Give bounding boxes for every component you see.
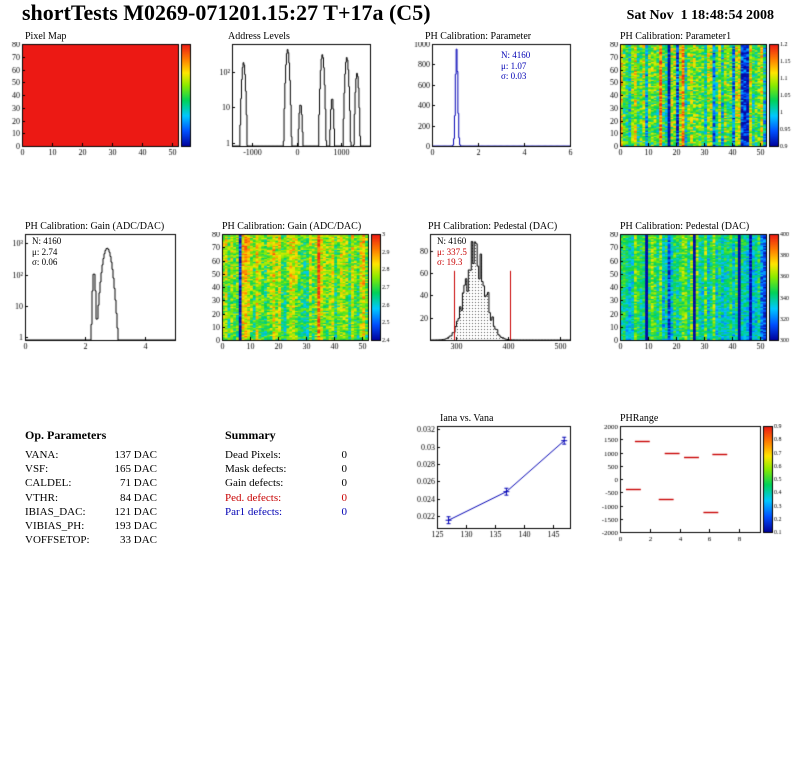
panel-pedestal-map: PH Calibration: Pedestal (DAC) — [598, 220, 796, 358]
param-row: CALDEL: 71 DAC — [25, 477, 157, 490]
address-levels-title: Address Levels — [228, 31, 290, 42]
phrange-canvas — [598, 424, 796, 546]
ph-parameter-title: PH Calibration: Parameter — [425, 31, 532, 42]
stat-line: N: 4160 — [501, 50, 531, 60]
summary-block: Summary Dead Pixels: 0 Mask defects: 0 Gain … — [225, 428, 347, 519]
pedestal-map-canvas — [598, 232, 796, 354]
stat-line: N: 4160 — [32, 236, 62, 246]
panel-pedestal-hist: PH Calibration: Pedestal (DAC) N: 4160 μ:… — [405, 220, 605, 358]
panel-iana-vana: Iana vs. Vana — [405, 412, 605, 550]
gain-map-canvas — [198, 232, 398, 354]
summary-row: Par1 defects: 0 — [225, 505, 347, 518]
summary-title: Summary — [225, 428, 276, 442]
stats-box-gain: N: 4160 μ: 2.74 σ: 0.06 — [32, 236, 61, 268]
panel-phrange: PHRange — [598, 412, 796, 550]
stat-line: N: 4160 — [437, 236, 467, 246]
param-row: VOFFSETOP: 33 DAC — [25, 534, 157, 547]
gain-map-title: PH Calibration: Gain (ADC/DAC) — [222, 221, 362, 232]
phrange-title: PHRange — [620, 413, 659, 424]
pixel-map-canvas — [0, 42, 200, 160]
param-row: VTHR: 84 DAC — [25, 491, 157, 504]
ph-parameter-canvas — [405, 42, 605, 160]
op-parameters-title: Op. Parameters — [25, 428, 107, 442]
pedestal-hist-title: PH Calibration: Pedestal (DAC) — [428, 221, 558, 232]
summary-rows: Dead Pixels: 0 Mask defects: 0 Gain defects:… — [225, 448, 347, 519]
ph-parameter1-title: PH Calibration: Parameter1 — [620, 31, 732, 42]
summary-row: Mask defects: 0 — [225, 463, 347, 476]
stat-line: μ: 337.5 — [437, 246, 467, 257]
stat-line: σ: 0.03 — [501, 71, 527, 81]
panel-ph-parameter1-map: PH Calibration: Parameter1 — [598, 30, 796, 164]
iana-vana-title: Iana vs. Vana — [440, 413, 494, 424]
ph-parameter1-map-canvas — [598, 42, 796, 160]
gain-hist-title: PH Calibration: Gain (ADC/DAC) — [25, 221, 165, 232]
pedestal-map-title: PH Calibration: Pedestal (DAC) — [620, 221, 750, 232]
summary-row: Ped. defects: 0 — [225, 491, 347, 504]
gain-hist-canvas — [0, 232, 200, 354]
op-parameters-rows: VANA: 137 DAC VSF: 165 DAC CALDEL: 71 DAC VTHR… — [25, 448, 157, 547]
iana-vana-canvas — [405, 424, 605, 542]
param-row: VSF: 165 DAC — [25, 463, 157, 476]
pixel-map-title: Pixel Map — [25, 31, 67, 42]
param-row: VIBIAS_PH: 193 DAC — [25, 520, 157, 533]
timestamp: Sat Nov 1 18:48:54 2008 — [626, 8, 774, 23]
stat-line: μ: 1.07 — [501, 60, 527, 71]
stats-box-pedestal: N: 4160 μ: 337.5 σ: 19.3 — [437, 236, 467, 268]
pedestal-hist-canvas — [405, 232, 605, 354]
param-row: IBIAS_DAC: 121 DAC — [25, 505, 157, 518]
stat-line: σ: 0.06 — [32, 257, 58, 267]
panel-gain-map: PH Calibration: Gain (ADC/DAC) — [198, 220, 398, 358]
summary-row: Gain defects: 0 — [225, 477, 347, 490]
panel-pixel-map: Pixel Map — [0, 30, 200, 164]
stat-line: σ: 19.3 — [437, 257, 463, 267]
page-title: shortTests M0269-071201.15:27 T+17a (C5) — [22, 0, 431, 25]
param-row: VANA: 137 DAC — [25, 449, 157, 461]
summary-row: Dead Pixels: 0 — [225, 449, 347, 461]
panel-gain-hist: PH Calibration: Gain (ADC/DAC) N: 4160 μ:… — [0, 220, 200, 358]
panel-address-levels: Address Levels — [205, 30, 405, 164]
stat-line: μ: 2.74 — [32, 246, 58, 257]
op-parameters-block: Op. Parameters VANA: 137 DAC VSF: 165 DAC CA… — [25, 428, 157, 547]
address-levels-canvas — [205, 42, 405, 160]
stats-box-parameter: N: 4160 μ: 1.07 σ: 0.03 — [501, 50, 530, 82]
panel-ph-parameter: PH Calibration: Parameter N: 4160 μ: 1.07… — [405, 30, 605, 164]
